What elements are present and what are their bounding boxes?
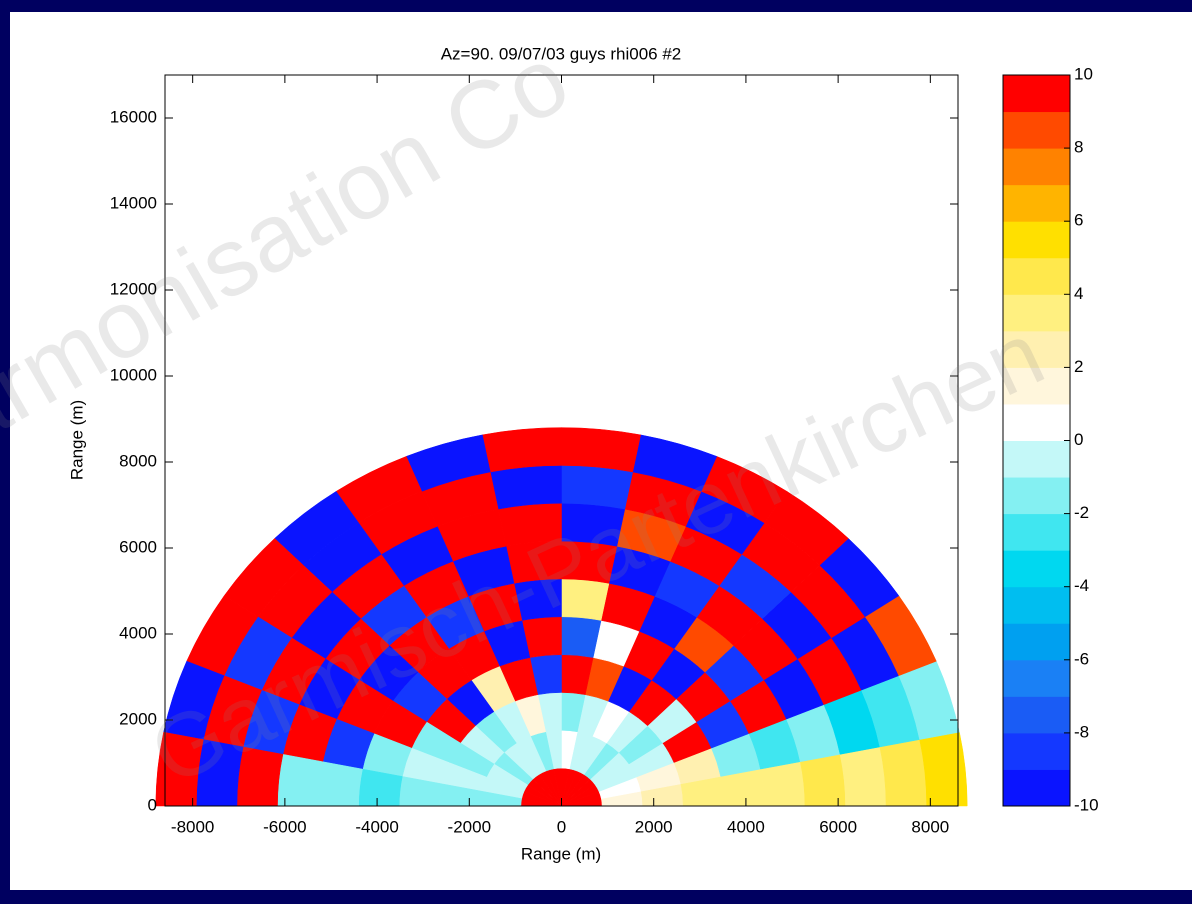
x-tick-label: 2000 <box>635 817 673 836</box>
colorbar-band <box>1003 696 1070 734</box>
colorbar-band <box>1003 148 1070 186</box>
chart-title: Az=90. 09/07/03 guys rhi006 #2 <box>441 44 682 63</box>
field-cell <box>482 427 562 473</box>
field-cell <box>879 739 927 807</box>
field-cell <box>760 761 806 807</box>
colorbar-band <box>1003 477 1070 515</box>
y-tick-label: 14000 <box>110 193 157 212</box>
colorbar-band <box>1003 330 1070 368</box>
field-cell <box>489 465 562 510</box>
colorbar-band <box>1003 403 1070 441</box>
y-tick-label: 0 <box>148 795 157 814</box>
x-tick-label: -2000 <box>448 817 491 836</box>
y-tick-label: 12000 <box>110 279 157 298</box>
x-axis-label: Range (m) <box>521 844 601 863</box>
field-cell <box>277 754 324 807</box>
field-cell <box>919 731 968 807</box>
x-tick-label: 6000 <box>819 817 857 836</box>
colorbar-band <box>1003 294 1070 332</box>
y-tick-label: 2000 <box>119 709 157 728</box>
colorbar-band <box>1003 623 1070 661</box>
colorbar-band <box>1003 184 1070 222</box>
colorbar-band <box>1003 732 1070 770</box>
y-axis-label: Range (m) <box>67 400 86 480</box>
colorbar-tick-label: 8 <box>1074 138 1083 157</box>
field <box>155 427 968 807</box>
x-tick-label: -4000 <box>355 817 398 836</box>
y-tick-label: 16000 <box>110 107 157 126</box>
colorbar-tick-label: 0 <box>1074 430 1083 449</box>
colorbar-tick-label: -10 <box>1074 795 1099 814</box>
colorbar-tick-label: -6 <box>1074 649 1089 668</box>
field-cell <box>317 761 363 807</box>
x-tick-label: -6000 <box>263 817 306 836</box>
colorbar-tick-label: 4 <box>1074 284 1083 303</box>
field-cell <box>561 427 641 473</box>
x-tick-label: -8000 <box>171 817 214 836</box>
colorbar-band <box>1003 769 1070 807</box>
colorbar-tick-label: -8 <box>1074 722 1089 741</box>
field-cell <box>839 746 887 807</box>
colorbar-tick-label: 2 <box>1074 357 1083 376</box>
colorbar-band <box>1003 550 1070 588</box>
x-tick-label: 0 <box>557 817 566 836</box>
x-tick-label: 8000 <box>911 817 949 836</box>
colorbar-band <box>1003 221 1070 259</box>
y-tick-label: 4000 <box>119 623 157 642</box>
colorbar: -10 -8 -6 -4 -2 0 2 4 6 8 10 <box>1002 64 1099 814</box>
y-tick-label: 6000 <box>119 537 157 556</box>
colorbar-tick-label: -4 <box>1074 576 1089 595</box>
plot-box <box>164 74 959 807</box>
colorbar-tick-label: -2 <box>1074 503 1089 522</box>
colorbar-band <box>1003 257 1070 295</box>
colorbar-band <box>1003 440 1070 478</box>
colorbar-band <box>1003 111 1070 149</box>
colorbar-tick-label: 6 <box>1074 211 1083 230</box>
colorbar-band <box>1003 513 1070 551</box>
y-tick-label: 10000 <box>110 365 157 384</box>
colorbar-tick-label: 10 <box>1074 64 1093 83</box>
colorbar-band <box>1003 75 1070 113</box>
x-tick-label: 4000 <box>727 817 765 836</box>
colorbar-band <box>1003 367 1070 405</box>
field-cell <box>799 754 846 807</box>
colorbar-band <box>1003 586 1070 624</box>
colorbar-band <box>1003 659 1070 697</box>
y-tick-label: 8000 <box>119 451 157 470</box>
